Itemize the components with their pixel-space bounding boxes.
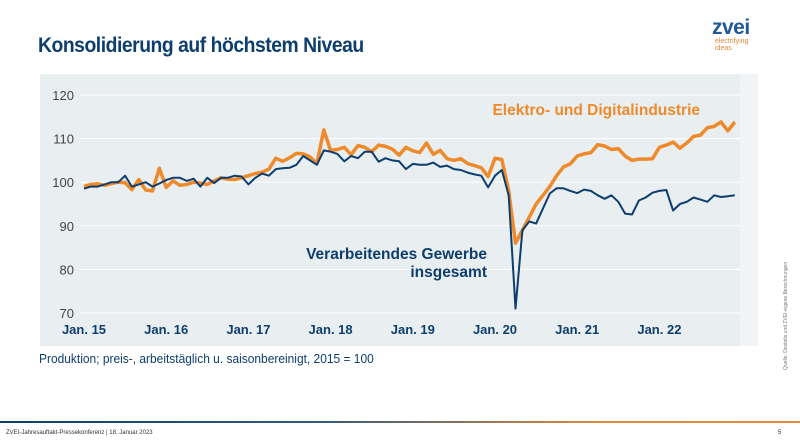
source-note: Quelle: Destatis und ZVEI-eigene Berechn… — [783, 261, 789, 370]
series-label-gewerbe-line1: Verarbeitendes Gewerbe — [306, 246, 487, 263]
x-tick-label: Jan. 19 — [391, 322, 435, 337]
x-tick-label: Jan. 17 — [226, 322, 270, 337]
x-tick-label: Jan. 21 — [555, 322, 599, 337]
series-line-verarbeitendes-gewerbe — [83, 149, 735, 310]
series-label-elektro: Elektro- und Digitalindustrie — [492, 102, 700, 119]
y-tick-label: 120 — [52, 88, 74, 103]
chart-note: Produktion; preis-, arbeitstäglich u. sa… — [39, 351, 374, 366]
y-tick-label: 100 — [52, 175, 74, 190]
x-tick-label: Jan. 20 — [473, 322, 517, 337]
y-tick-label: 80 — [60, 262, 74, 277]
y-tick-label: 110 — [53, 132, 74, 147]
series-label-gewerbe-line2: insgesamt — [410, 264, 487, 281]
y-tick-label: 90 — [60, 219, 74, 234]
y-tick-label: 70 — [60, 306, 74, 321]
series-line-elektro-digitalindustrie — [83, 120, 737, 245]
x-tick-label: Jan. 22 — [637, 322, 681, 337]
zvei-logo: zvei electrifying ideas — [712, 16, 782, 52]
chart-background — [40, 74, 758, 346]
x-tick-label: Jan. 16 — [144, 322, 188, 337]
footer-text: ZVEI-Jahresauftakt-Pressekonferenz | 18.… — [6, 430, 153, 436]
chart-background-edge — [740, 74, 758, 346]
footer-divider — [0, 421, 800, 423]
logo-tagline-1: electrifying — [715, 38, 749, 45]
logo-tagline-2: ideas — [715, 45, 732, 52]
x-tick-label: Jan. 15 — [62, 322, 106, 337]
logo-word: zvei — [712, 16, 750, 39]
page-number: 5 — [778, 430, 782, 436]
slide-title: Konsolidierung auf höchstem Niveau — [38, 34, 364, 57]
x-tick-label: Jan. 18 — [309, 322, 353, 337]
